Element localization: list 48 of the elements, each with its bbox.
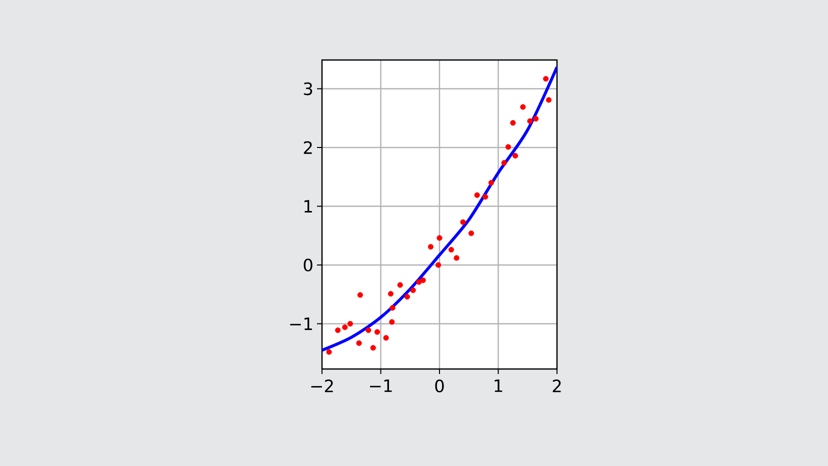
point: [428, 244, 434, 250]
point: [389, 319, 395, 325]
point: [460, 219, 466, 225]
point: [397, 282, 403, 288]
y-tick-label: 1: [304, 200, 312, 212]
point: [527, 118, 533, 124]
point: [357, 292, 363, 298]
x-tick-label: 0: [435, 380, 444, 392]
point: [383, 335, 389, 341]
x-tick-label: 1: [494, 380, 502, 392]
point: [448, 246, 454, 253]
point: [436, 235, 442, 241]
point: [520, 104, 526, 110]
point: [416, 279, 422, 285]
point: [505, 144, 512, 150]
point: [468, 230, 474, 236]
point: [356, 340, 362, 346]
point: [335, 327, 341, 334]
y-tick-label: 2: [304, 141, 312, 154]
point: [474, 192, 480, 198]
point: [512, 152, 518, 159]
x-tick-label: −1: [370, 380, 392, 392]
point: [326, 349, 332, 355]
point: [347, 320, 354, 327]
point: [374, 329, 380, 335]
point: [342, 324, 348, 330]
x-tick-label: 2: [552, 380, 561, 392]
point: [501, 160, 507, 166]
point: [488, 180, 494, 186]
point: [390, 305, 396, 311]
point: [543, 76, 549, 82]
point: [420, 277, 426, 284]
x-tick-label: −2: [311, 380, 333, 392]
point: [436, 262, 442, 268]
point: [404, 294, 410, 300]
point: [546, 97, 552, 103]
point: [388, 290, 394, 297]
y-tick-label: 3: [304, 82, 312, 96]
point: [410, 287, 416, 294]
y-tick-label: 0: [304, 258, 312, 272]
point: [510, 120, 516, 126]
point: [366, 327, 372, 334]
point: [370, 345, 376, 351]
y-tick-label: −1: [290, 318, 312, 330]
line-series: [322, 66, 557, 352]
point: [533, 116, 539, 122]
point: [454, 255, 460, 261]
point: [482, 194, 488, 200]
